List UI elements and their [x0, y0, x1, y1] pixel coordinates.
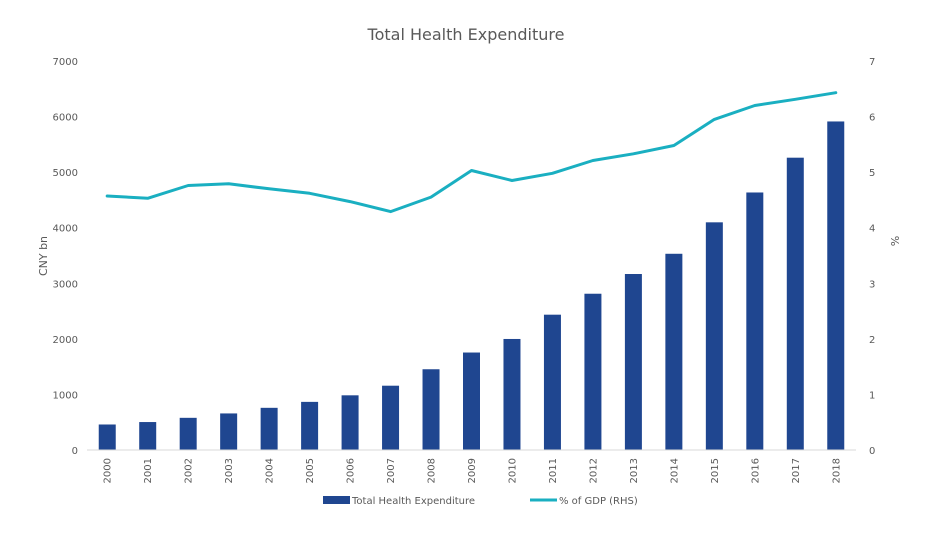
x-tick-label: 2000: [103, 458, 114, 483]
bar: [503, 338, 521, 450]
x-tick-label: 2010: [507, 458, 518, 483]
y2-tick-label: 2: [869, 335, 875, 346]
y-tick-label: 7000: [53, 57, 78, 68]
x-tick-label: 2006: [346, 458, 357, 483]
x-tick-label: 2005: [305, 458, 316, 483]
bar: [786, 157, 804, 451]
y-tick-label: 6000: [53, 113, 78, 124]
x-tick-label: 2018: [831, 458, 842, 483]
bar: [260, 407, 278, 450]
y-tick-label: 1000: [53, 390, 78, 401]
x-tick-label: 2009: [467, 458, 478, 483]
legend-swatch-bar: [323, 496, 350, 504]
y2-axis-label: %: [888, 236, 901, 246]
y-tick-label: 5000: [53, 168, 78, 179]
x-tick-label: 2017: [791, 458, 802, 483]
y2-tick-label: 0: [869, 446, 875, 457]
bar: [665, 253, 683, 450]
bar: [179, 417, 197, 450]
y-tick-label: 2000: [53, 335, 78, 346]
y2-tick-label: 4: [869, 224, 875, 235]
legend: Total Health Expenditure % of GDP (RHS): [323, 496, 638, 507]
legend-label-line: % of GDP (RHS): [559, 496, 638, 507]
bar: [584, 293, 602, 450]
bar: [463, 352, 480, 450]
y-tick-label: 0: [72, 446, 78, 457]
x-tick-label: 2012: [588, 458, 599, 483]
bar: [827, 121, 845, 450]
x-tick-label: 2004: [265, 458, 276, 483]
bar: [139, 422, 157, 450]
x-tick-label: 2013: [629, 458, 640, 483]
x-tick-label: 2002: [184, 458, 195, 483]
y-tick-label: 3000: [53, 279, 78, 290]
legend-label-bar: Total Health Expenditure: [351, 496, 475, 507]
bar: [301, 401, 319, 450]
y-axis-label: CNY bn: [37, 236, 50, 276]
x-tick-label: 2001: [143, 458, 154, 483]
bar: [98, 424, 116, 450]
y-tick-label: 4000: [53, 224, 78, 235]
x-tick-label: 2014: [669, 458, 680, 483]
bar: [746, 192, 764, 450]
chart-title: Total Health Expenditure: [367, 25, 565, 44]
y2-tick-label: 7: [869, 57, 875, 68]
bar: [624, 274, 642, 450]
x-tick-label: 2007: [386, 458, 397, 483]
bar: [220, 413, 238, 450]
series-line-gdp-share: [105, 91, 838, 214]
bar: [543, 314, 561, 450]
bar: [422, 369, 440, 450]
x-tick-label: 2008: [427, 458, 438, 483]
bar: [382, 385, 400, 450]
y2-tick-label: 6: [869, 113, 875, 124]
x-tick-label: 2003: [224, 458, 235, 483]
bar: [705, 222, 723, 450]
bar: [341, 395, 359, 450]
x-tick-label: 2011: [548, 458, 559, 483]
x-tick-label: 2015: [710, 458, 721, 483]
x-tick-label: 2016: [750, 458, 761, 483]
y2-tick-label: 5: [869, 168, 875, 179]
y2-tick-label: 3: [869, 279, 875, 290]
y2-tick-label: 1: [869, 390, 875, 401]
